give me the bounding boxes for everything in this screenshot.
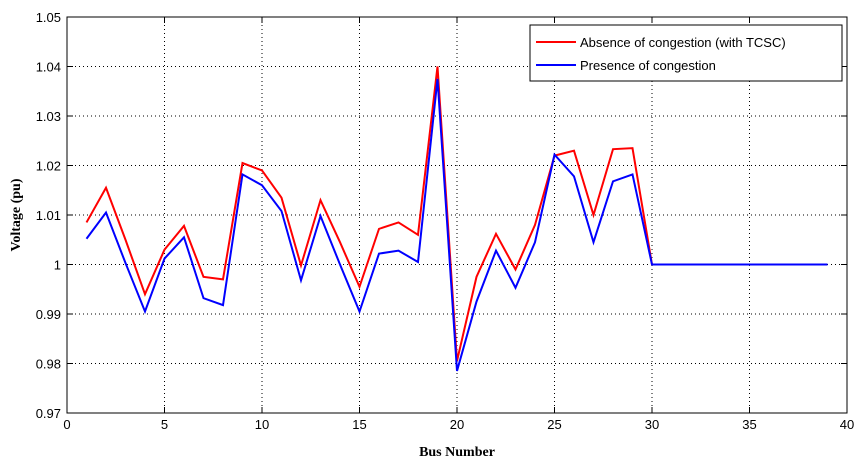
series-lines [85,66,828,372]
legend-entry-absence: Absence of congestion (with TCSC) [580,35,786,50]
x-tick-label: 10 [255,417,269,432]
series-line-presence [85,78,828,372]
y-tick-label: 0.99 [36,307,61,322]
x-tick-label: 20 [450,417,464,432]
x-tick-label: 5 [161,417,168,432]
x-axis-label: Bus Number [419,445,495,460]
x-tick-label: 0 [63,417,70,432]
y-tick-label: 1.01 [36,208,61,223]
y-tick-label: 0.98 [36,357,61,372]
x-tick-label: 15 [352,417,366,432]
x-tick-label: 30 [645,417,659,432]
x-tick-label: 40 [840,417,854,432]
axis-ticks: 0 5 10 15 20 25 30 35 40 0.97 0.98 0.99 1 1.01 1.02 1.0… [36,10,855,432]
y-tick-label: 1.05 [36,10,61,25]
y-tick-label: 1.03 [36,109,61,124]
x-tick-label: 35 [742,417,756,432]
y-tick-label: 1 [54,258,61,273]
x-tick-label: 25 [547,417,561,432]
y-tick-label: 1.02 [36,159,61,174]
y-axis-label: Voltage (pu) [9,178,24,251]
legend: Absence of congestion (with TCSC) Presen… [529,24,843,82]
y-tick-label: 0.97 [36,406,61,421]
legend-entry-presence: Presence of congestion [580,58,716,73]
legend-box [529,24,843,82]
y-tick-label: 1.04 [36,60,61,75]
